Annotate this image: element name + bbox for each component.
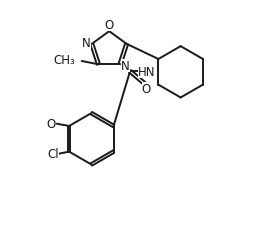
- Text: O: O: [105, 19, 114, 32]
- Text: N: N: [82, 37, 91, 50]
- Text: CH₃: CH₃: [54, 54, 75, 67]
- Text: O: O: [46, 117, 55, 130]
- Text: O: O: [142, 83, 151, 96]
- Text: N: N: [121, 60, 130, 73]
- Text: HN: HN: [138, 65, 156, 79]
- Text: Cl: Cl: [48, 148, 59, 161]
